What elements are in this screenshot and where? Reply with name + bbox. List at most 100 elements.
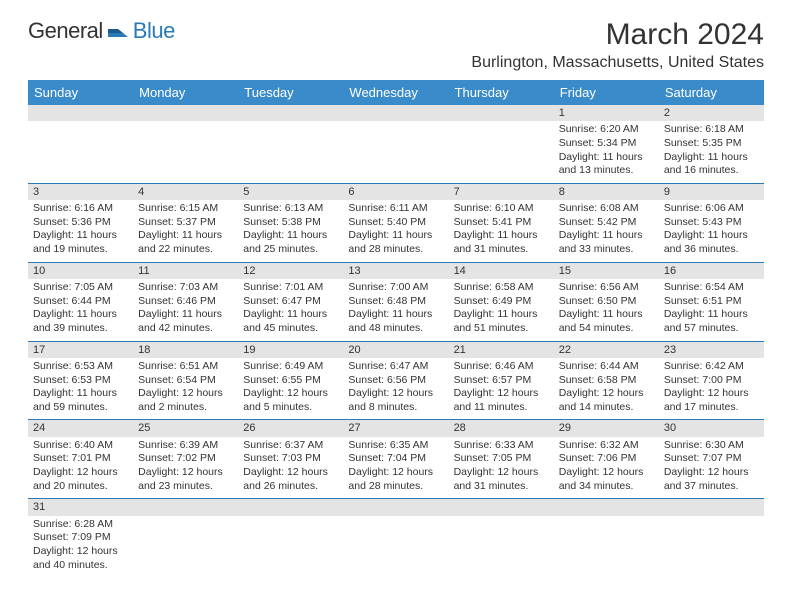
- calendar-day-cell: 5 Sunrise: 6:13 AMSunset: 5:38 PMDaylight…: [238, 183, 343, 262]
- daylight-text: Daylight: 12 hours and 2 minutes.: [138, 387, 233, 414]
- daylight-text: Daylight: 12 hours and 31 minutes.: [454, 466, 549, 493]
- calendar-day-cell: 26Sunrise: 6:37 AMSunset: 7:03 PMDayligh…: [238, 420, 343, 499]
- calendar-day-cell: 12Sunrise: 7:01 AMSunset: 6:47 PMDayligh…: [238, 262, 343, 341]
- day-number: 12: [238, 263, 343, 279]
- sunrise-text: Sunrise: 7:00 AM: [348, 281, 443, 295]
- calendar-day-cell: [343, 105, 448, 183]
- day-number: 8: [554, 184, 659, 200]
- calendar-day-cell: 20Sunrise: 6:47 AMSunset: 6:56 PMDayligh…: [343, 341, 448, 420]
- daylight-text: Daylight: 11 hours and 42 minutes.: [138, 308, 233, 335]
- daylight-text: Daylight: 12 hours and 34 minutes.: [559, 466, 654, 493]
- day-details: Sunrise: 7:05 AMSunset: 6:44 PMDaylight:…: [33, 281, 128, 336]
- month-title: March 2024: [471, 18, 764, 52]
- daylight-text: Daylight: 11 hours and 25 minutes.: [243, 229, 338, 256]
- daylight-text: Daylight: 12 hours and 40 minutes.: [33, 545, 128, 572]
- sunrise-text: Sunrise: 6:10 AM: [454, 202, 549, 216]
- daylight-text: Daylight: 11 hours and 59 minutes.: [33, 387, 128, 414]
- sunset-text: Sunset: 6:44 PM: [33, 295, 128, 309]
- sunrise-text: Sunrise: 6:42 AM: [664, 360, 759, 374]
- sunrise-text: Sunrise: 6:53 AM: [33, 360, 128, 374]
- day-number: 20: [343, 342, 448, 358]
- daylight-text: Daylight: 11 hours and 51 minutes.: [454, 308, 549, 335]
- weekday-header: Friday: [554, 80, 659, 105]
- calendar-day-cell: 23Sunrise: 6:42 AMSunset: 7:00 PMDayligh…: [659, 341, 764, 420]
- day-number: 28: [449, 420, 554, 436]
- day-number: [659, 499, 764, 515]
- calendar-day-cell: [449, 105, 554, 183]
- daylight-text: Daylight: 11 hours and 57 minutes.: [664, 308, 759, 335]
- sunset-text: Sunset: 6:46 PM: [138, 295, 233, 309]
- day-details: Sunrise: 6:16 AMSunset: 5:36 PMDaylight:…: [33, 202, 128, 257]
- day-number: 13: [343, 263, 448, 279]
- day-number: 27: [343, 420, 448, 436]
- calendar-day-cell: 6Sunrise: 6:11 AMSunset: 5:40 PMDaylight…: [343, 183, 448, 262]
- daylight-text: Daylight: 11 hours and 22 minutes.: [138, 229, 233, 256]
- sunrise-text: Sunrise: 6:39 AM: [138, 439, 233, 453]
- daylight-text: Daylight: 11 hours and 36 minutes.: [664, 229, 759, 256]
- daylight-text: Daylight: 12 hours and 26 minutes.: [243, 466, 338, 493]
- calendar-day-cell: 16Sunrise: 6:54 AMSunset: 6:51 PMDayligh…: [659, 262, 764, 341]
- calendar-day-cell: 3 Sunrise: 6:16 AMSunset: 5:36 PMDaylight…: [28, 183, 133, 262]
- day-number: 11: [133, 263, 238, 279]
- day-details: Sunrise: 6:15 AMSunset: 5:37 PMDaylight:…: [138, 202, 233, 257]
- calendar-day-cell: 15 Sunrise: 6:56 AMSunset: 6:50 PMDayligh…: [554, 262, 659, 341]
- sunrise-text: Sunrise: 6:32 AM: [559, 439, 654, 453]
- day-number: 23: [659, 342, 764, 358]
- calendar-day-cell: [28, 105, 133, 183]
- sunrise-text: Sunrise: 6:11 AM: [348, 202, 443, 216]
- calendar-day-cell: 13Sunrise: 7:00 AMSunset: 6:48 PMDayligh…: [343, 262, 448, 341]
- daylight-text: Daylight: 11 hours and 48 minutes.: [348, 308, 443, 335]
- day-number: 3: [28, 184, 133, 200]
- day-number: 5: [238, 184, 343, 200]
- weekday-header: Wednesday: [343, 80, 448, 105]
- calendar-day-cell: 7Sunrise: 6:10 AMSunset: 5:41 PMDaylight…: [449, 183, 554, 262]
- daylight-text: Daylight: 12 hours and 23 minutes.: [138, 466, 233, 493]
- calendar-day-cell: 21Sunrise: 6:46 AMSunset: 6:57 PMDayligh…: [449, 341, 554, 420]
- sunrise-text: Sunrise: 6:44 AM: [559, 360, 654, 374]
- sunset-text: Sunset: 6:53 PM: [33, 374, 128, 388]
- calendar-day-cell: 14Sunrise: 6:58 AMSunset: 6:49 PMDayligh…: [449, 262, 554, 341]
- calendar-day-cell: 11 Sunrise: 7:03 AMSunset: 6:46 PMDayligh…: [133, 262, 238, 341]
- sunrise-text: Sunrise: 6:51 AM: [138, 360, 233, 374]
- day-number: [343, 105, 448, 121]
- calendar-day-cell: 10Sunrise: 7:05 AMSunset: 6:44 PMDayligh…: [28, 262, 133, 341]
- day-details: Sunrise: 6:13 AMSunset: 5:38 PMDaylight:…: [243, 202, 338, 257]
- day-details: Sunrise: 6:06 AMSunset: 5:43 PMDaylight:…: [664, 202, 759, 257]
- calendar-day-cell: [238, 499, 343, 577]
- day-details: Sunrise: 6:18 AMSunset: 5:35 PMDaylight:…: [664, 123, 759, 178]
- day-number: 22: [554, 342, 659, 358]
- sunset-text: Sunset: 5:35 PM: [664, 137, 759, 151]
- day-number: [28, 105, 133, 121]
- calendar-day-cell: 22Sunrise: 6:44 AMSunset: 6:58 PMDayligh…: [554, 341, 659, 420]
- day-details: Sunrise: 6:40 AMSunset: 7:01 PMDaylight:…: [33, 439, 128, 494]
- sunrise-text: Sunrise: 6:15 AM: [138, 202, 233, 216]
- weekday-header: Thursday: [449, 80, 554, 105]
- daylight-text: Daylight: 11 hours and 39 minutes.: [33, 308, 128, 335]
- sunset-text: Sunset: 7:03 PM: [243, 452, 338, 466]
- day-number: 16: [659, 263, 764, 279]
- sunset-text: Sunset: 6:57 PM: [454, 374, 549, 388]
- day-number: 4: [133, 184, 238, 200]
- calendar-week-row: 17Sunrise: 6:53 AMSunset: 6:53 PMDayligh…: [28, 341, 764, 420]
- calendar-day-cell: 24Sunrise: 6:40 AMSunset: 7:01 PMDayligh…: [28, 420, 133, 499]
- logo-text-blue: Blue: [133, 18, 175, 44]
- sunset-text: Sunset: 6:56 PM: [348, 374, 443, 388]
- logo: General Blue: [28, 18, 175, 44]
- sunrise-text: Sunrise: 6:35 AM: [348, 439, 443, 453]
- daylight-text: Daylight: 11 hours and 13 minutes.: [559, 151, 654, 178]
- sunset-text: Sunset: 5:37 PM: [138, 216, 233, 230]
- sunrise-text: Sunrise: 6:58 AM: [454, 281, 549, 295]
- sunset-text: Sunset: 6:51 PM: [664, 295, 759, 309]
- day-details: Sunrise: 6:56 AMSunset: 6:50 PMDaylight:…: [559, 281, 654, 336]
- day-details: Sunrise: 6:58 AMSunset: 6:49 PMDaylight:…: [454, 281, 549, 336]
- day-details: Sunrise: 6:49 AMSunset: 6:55 PMDaylight:…: [243, 360, 338, 415]
- day-number: 15: [554, 263, 659, 279]
- calendar-day-cell: [659, 499, 764, 577]
- day-number: 18: [133, 342, 238, 358]
- location-subtitle: Burlington, Massachusetts, United States: [471, 54, 764, 72]
- calendar-day-cell: 4 Sunrise: 6:15 AMSunset: 5:37 PMDaylight…: [133, 183, 238, 262]
- day-details: Sunrise: 6:11 AMSunset: 5:40 PMDaylight:…: [348, 202, 443, 257]
- calendar-table: Sunday Monday Tuesday Wednesday Thursday…: [28, 80, 764, 577]
- calendar-day-cell: 19Sunrise: 6:49 AMSunset: 6:55 PMDayligh…: [238, 341, 343, 420]
- sunrise-text: Sunrise: 7:03 AM: [138, 281, 233, 295]
